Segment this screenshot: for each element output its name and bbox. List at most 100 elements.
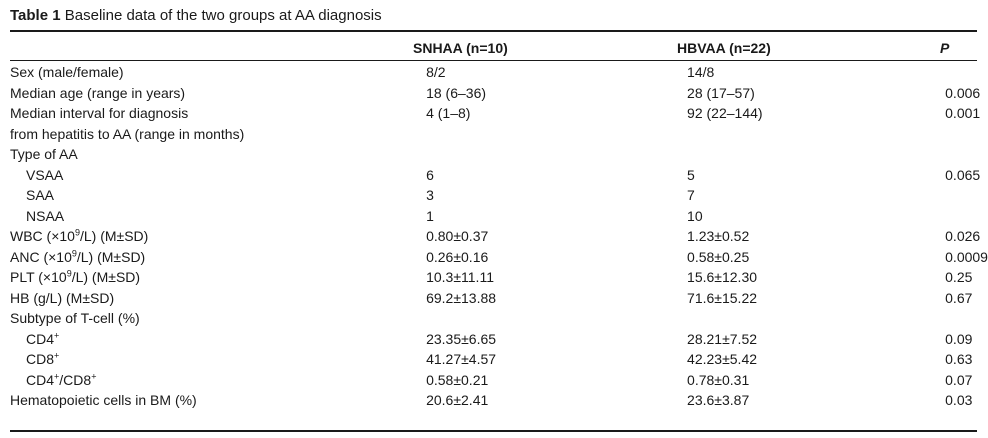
cell-snhaa [426,144,687,165]
row-label-text: ANC (×10 [10,248,72,265]
cell-hbvaa: 10 [687,207,703,224]
cell-p-value: 0.25 [945,269,973,286]
cell-snhaa: 23.35±6.65 [426,330,497,347]
cell-hbvaa: 42.23±5.42 [687,351,758,368]
cell-snhaa: 1 [426,207,434,224]
row-label: Median age (range in years) [10,83,426,104]
table-caption-label: Table 1 [10,7,61,24]
row-label-superscript: + [54,371,60,382]
table-row: ANC (×109/L) (M±SD) 0.26±0.16 0.58±0.25 0.0… [10,247,988,268]
row-label-superscript: 9 [66,268,72,279]
row-label-text: CD4 [26,330,55,347]
cell-p-value [945,124,988,145]
cell-hbvaa: 28.21±7.52 [687,330,758,347]
bottom-rule [10,430,977,432]
row-label-suffix: /CD8 [59,371,92,388]
row-label-text: WBC (×10 [10,228,75,245]
row-label: from hepatitis to AA (range in months) [10,124,426,145]
row-label: Type of AA [10,144,426,165]
row-label-suffix: /L) (M±SD) [76,248,146,265]
row-label-text: Median age (range in years) [10,84,186,101]
table-row: Median age (range in years) 18 (6–36) 28 (… [10,83,988,104]
table-row: WBC (×109/L) (M±SD) 0.80±0.37 1.23±0.52 0.0… [10,226,988,247]
cell-snhaa: 0.80±0.37 [426,228,489,245]
cell-hbvaa: 0.78±0.31 [687,371,750,388]
table-row: VSAA 6 5 0.065 [10,165,988,186]
cell-p-value: 0.0009 [945,248,988,265]
cell-snhaa [426,124,687,145]
cell-p-value: 0.065 [945,166,981,183]
row-label-text: VSAA [26,166,64,183]
cell-hbvaa: 71.6±15.22 [687,289,758,306]
row-label-superscript: + [54,350,60,361]
cell-snhaa: 18 (6–36) [426,84,487,101]
row-label-text: Hematopoietic cells in BM (%) [10,392,197,409]
table-row: PLT (×109/L) (M±SD) 10.3±11.11 15.6±12.30 0… [10,267,988,288]
cell-hbvaa [687,124,945,145]
table-caption-text: Baseline data of the two groups at AA di… [64,7,382,24]
row-label: CD4+ [10,329,426,350]
cell-hbvaa: 1.23±0.52 [687,228,750,245]
row-label-text: Type of AA [10,146,78,163]
row-label-superscript: 9 [71,248,77,259]
cell-snhaa: 41.27±4.57 [426,351,497,368]
table-row: Subtype of T-cell (%) [10,308,988,329]
row-label-suffix: /L) (M±SD) [79,228,149,245]
row-label-text: Sex (male/female) [10,64,124,81]
row-label: Median interval for diagnosis [10,103,426,124]
cell-snhaa: 0.26±0.16 [426,248,489,265]
table-row: CD4+/CD8+ 0.58±0.21 0.78±0.31 0.07 [10,370,988,391]
cell-hbvaa: 5 [687,166,695,183]
row-label: VSAA [10,165,426,186]
header-p-value: P [940,40,950,56]
cell-hbvaa: 23.6±3.87 [687,392,750,409]
cell-p-value: 0.026 [945,228,981,245]
row-label-text: Median interval for diagnosis [10,105,189,122]
cell-p-value: 0.006 [945,84,981,101]
cell-p-value: 0.07 [945,371,973,388]
header-rule [10,60,977,61]
row-label-text: HB (g/L) (M±SD) [10,289,115,306]
row-label-superscript: 9 [74,227,80,238]
row-label-text: CD4 [26,371,55,388]
table-row: HB (g/L) (M±SD) 69.2±13.88 71.6±15.22 0.67 [10,288,988,309]
table-row: Hematopoietic cells in BM (%) 20.6±2.41 23… [10,390,988,411]
cell-hbvaa: 15.6±12.30 [687,269,758,286]
cell-p-value: 0.03 [945,392,973,409]
row-label: CD8+ [10,349,426,370]
cell-p-value [945,144,988,165]
cell-hbvaa: 7 [687,187,695,204]
table-row: from hepatitis to AA (range in months) [10,124,988,145]
cell-hbvaa: 92 (22–144) [687,105,763,122]
cell-hbvaa: 0.58±0.25 [687,248,750,265]
cell-p-value [945,308,988,329]
cell-hbvaa [687,144,945,165]
row-label-superscript-2: + [91,371,97,382]
row-label: CD4+/CD8+ [10,370,426,391]
row-label: ANC (×109/L) (M±SD) [10,247,426,268]
table-caption: Table 1 Baseline data of the two groups … [10,6,382,26]
cell-hbvaa [687,308,945,329]
row-label-text: SAA [26,187,55,204]
data-table: Sex (male/female) 8/2 14/8 Median age (rang… [10,62,988,411]
header-snhaa: SNHAA (n=10) [413,40,508,56]
table-row: SAA 3 7 [10,185,988,206]
cell-snhaa: 10.3±11.11 [426,269,494,286]
row-label-suffix: /L) (M±SD) [71,269,141,286]
cell-p-value [945,62,988,83]
row-label-text: CD8 [26,351,55,368]
top-rule [10,30,977,32]
cell-snhaa: 3 [426,187,434,204]
cell-snhaa: 8/2 [426,64,446,81]
row-label: PLT (×109/L) (M±SD) [10,267,426,288]
cell-p-value: 0.09 [945,330,973,347]
row-label-text: Subtype of T-cell (%) [10,310,140,327]
cell-p-value [945,206,988,227]
row-label-text: NSAA [26,207,65,224]
row-label-superscript: + [54,330,60,341]
row-label-text: from hepatitis to AA (range in months) [10,125,245,142]
table-body: Sex (male/female) 8/2 14/8 Median age (rang… [10,62,988,411]
cell-snhaa: 0.58±0.21 [426,371,489,388]
row-label: Sex (male/female) [10,62,426,83]
